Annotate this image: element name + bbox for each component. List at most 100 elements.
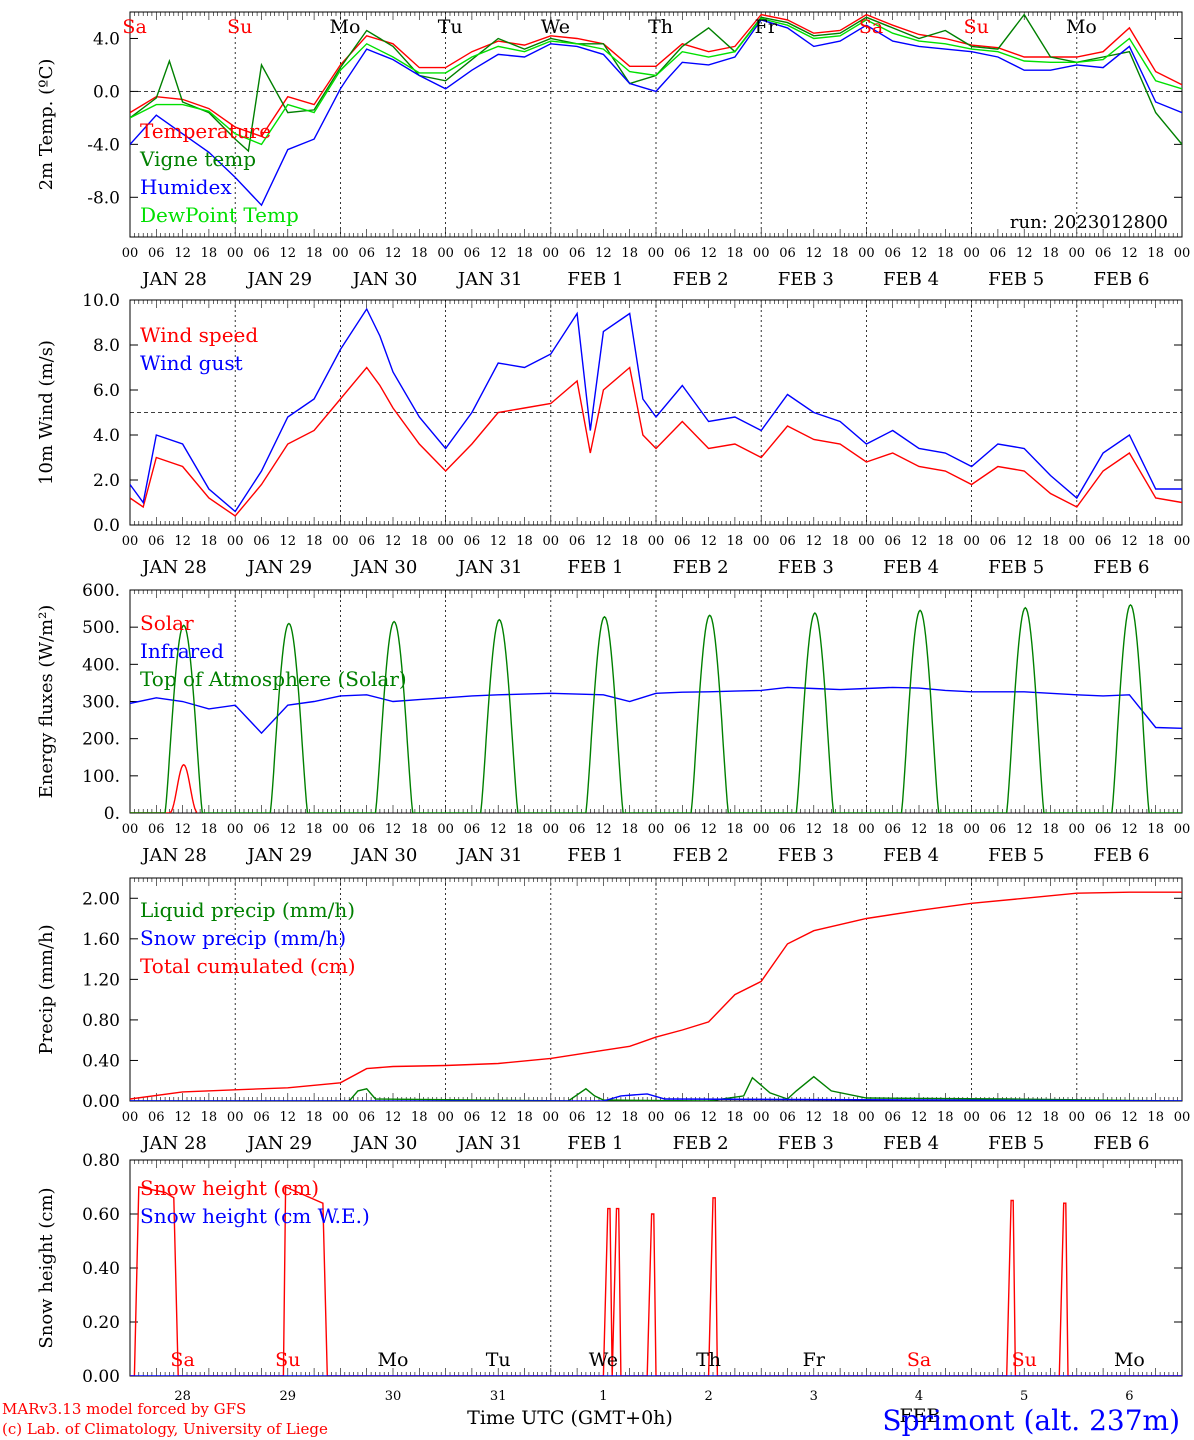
date-label: FEB 1 — [567, 1133, 623, 1154]
hour-tick-label: 06 — [253, 246, 270, 261]
hour-tick-label: 00 — [858, 1110, 875, 1125]
hour-tick-label: 12 — [1121, 1110, 1138, 1125]
run-annotation: run: 2023012800 — [1010, 212, 1168, 233]
hour-tick-label: 12 — [911, 246, 928, 261]
hour-tick-label: 18 — [411, 1110, 428, 1125]
hour-tick-label: 12 — [1016, 822, 1033, 837]
y-tick-label: 0.40 — [82, 1051, 120, 1071]
legend-entry: Infrared — [140, 639, 224, 663]
hour-tick-label: 06 — [148, 534, 165, 549]
weekday-label: Sa — [170, 1349, 194, 1371]
hour-tick-label: 06 — [358, 1110, 375, 1125]
hour-tick-label: 12 — [174, 1110, 191, 1125]
weekday-label: Su — [964, 16, 989, 38]
date-label: JAN 31 — [456, 1133, 523, 1154]
date-label: JAN 28 — [140, 845, 207, 866]
date-label: JAN 29 — [246, 845, 313, 866]
hour-tick-label: 00 — [753, 822, 770, 837]
series-line-wind-speed — [130, 366, 1182, 517]
weekday-label: Sa — [122, 16, 146, 38]
y-tick-label: 8.0 — [93, 336, 120, 356]
y-tick-label: 0.00 — [82, 1367, 120, 1387]
hour-tick-label: 18 — [306, 822, 323, 837]
hour-tick-label: 00 — [858, 822, 875, 837]
hour-tick-label: 12 — [1016, 1110, 1033, 1125]
hour-tick-label: 00 — [543, 534, 560, 549]
hour-tick-label: 06 — [1095, 822, 1112, 837]
y-tick-label: 600. — [82, 581, 120, 601]
date-label: FEB 3 — [778, 845, 834, 866]
hour-tick-label: 18 — [727, 822, 744, 837]
weekday-label: Mo — [1114, 1349, 1145, 1371]
series-line-infrared — [130, 686, 1182, 735]
hour-tick-label: 06 — [569, 246, 586, 261]
hour-tick-label: 06 — [569, 822, 586, 837]
hour-tick-label: 06 — [1095, 534, 1112, 549]
y-axis-label: Precip (mm/h) — [36, 924, 57, 1054]
hour-tick-label: 06 — [884, 246, 901, 261]
hour-tick-label: 06 — [779, 534, 796, 549]
month-label: FEB — [899, 1405, 940, 1427]
hour-tick-label: 12 — [490, 534, 507, 549]
legend-entry: Total cumulated (cm) — [140, 954, 356, 978]
hour-tick-label: 06 — [674, 534, 691, 549]
station-name: Sprimont (alt. 237m) — [882, 1404, 1180, 1437]
y-tick-label: 4.0 — [93, 29, 120, 49]
hour-tick-label: 18 — [937, 822, 954, 837]
hour-tick-label: 00 — [332, 246, 349, 261]
date-label: FEB 4 — [883, 557, 939, 578]
date-label: JAN 30 — [351, 557, 418, 578]
weekday-label: Th — [648, 16, 673, 38]
hour-tick-label: 06 — [779, 1110, 796, 1125]
hour-tick-label: 12 — [280, 534, 297, 549]
day-number: 28 — [174, 1389, 191, 1404]
weekday-label: Th — [696, 1349, 721, 1371]
hour-tick-label: 00 — [1174, 246, 1191, 261]
y-tick-label: 100. — [82, 767, 120, 787]
hour-tick-label: 12 — [700, 246, 717, 261]
hour-tick-label: 00 — [227, 822, 244, 837]
hour-tick-label: 06 — [779, 822, 796, 837]
y-axis-label: 2m Temp. (ºC) — [36, 59, 57, 191]
hour-tick-label: 00 — [858, 534, 875, 549]
panel-3: 600. 500. 400. 300. 200. 100. 0. Energy fluxes … — [36, 581, 1190, 866]
date-label: FEB 6 — [1093, 845, 1149, 866]
hour-tick-label: 00 — [227, 1110, 244, 1125]
hour-tick-label: 18 — [832, 246, 849, 261]
hour-tick-label: 18 — [1042, 822, 1059, 837]
y-tick-label: 300. — [82, 693, 120, 713]
hour-tick-label: 12 — [806, 246, 823, 261]
hour-tick-label: 06 — [884, 534, 901, 549]
y-axis-label: 10m Wind (m/s) — [36, 340, 57, 485]
y-tick-label: 0.40 — [82, 1259, 120, 1279]
hour-tick-label: 18 — [411, 822, 428, 837]
weekday-label: Sa — [859, 16, 883, 38]
hour-tick-label: 06 — [148, 822, 165, 837]
legend-entry: Top of Atmosphere (Solar) — [140, 667, 407, 691]
hour-tick-label: 00 — [1174, 1110, 1191, 1125]
hour-tick-label: 00 — [332, 822, 349, 837]
hour-tick-label: 00 — [1174, 822, 1191, 837]
hour-tick-label: 12 — [806, 822, 823, 837]
y-tick-label: 1.20 — [82, 970, 120, 990]
date-label: JAN 31 — [456, 269, 523, 290]
x-axis-label: Time UTC (GMT+0h) — [467, 1407, 673, 1429]
date-label: FEB 5 — [988, 269, 1044, 290]
hour-tick-label: 12 — [1016, 246, 1033, 261]
hour-tick-label: 00 — [1069, 246, 1086, 261]
y-tick-label: 1.60 — [82, 930, 120, 950]
y-tick-label: -8.0 — [87, 188, 120, 208]
y-tick-label: 0.0 — [93, 82, 120, 102]
hour-tick-label: 18 — [1147, 246, 1164, 261]
date-label: FEB 4 — [883, 845, 939, 866]
panel-5: 0.80 0.60 0.40 0.20 0.00 Snow height (cm) Snow… — [36, 1151, 1183, 1387]
hour-tick-label: 06 — [358, 246, 375, 261]
hour-tick-label: 18 — [1147, 534, 1164, 549]
hour-tick-label: 18 — [832, 534, 849, 549]
hour-tick-label: 18 — [1147, 1110, 1164, 1125]
y-tick-label: 500. — [82, 618, 120, 638]
date-label: JAN 31 — [456, 557, 523, 578]
hour-tick-label: 06 — [990, 1110, 1007, 1125]
hour-tick-label: 18 — [621, 1110, 638, 1125]
date-label: JAN 28 — [140, 1133, 207, 1154]
